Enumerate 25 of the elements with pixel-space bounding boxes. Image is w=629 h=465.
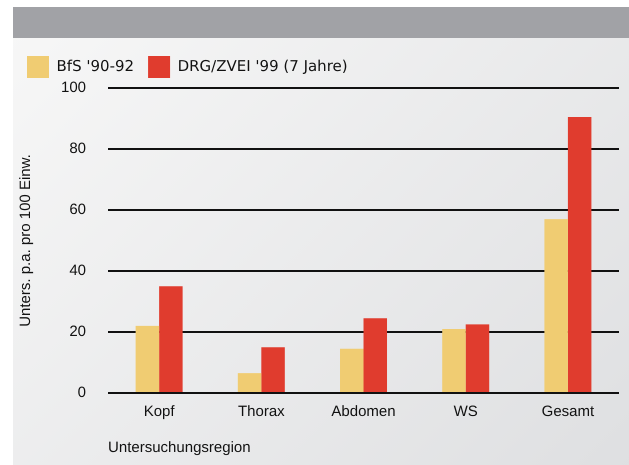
y-tick-label: 80 bbox=[69, 140, 86, 158]
y-tick-label: 0 bbox=[78, 384, 86, 402]
bar bbox=[238, 373, 262, 392]
bar bbox=[544, 219, 568, 392]
y-tick-label: 40 bbox=[69, 262, 86, 280]
legend-label: DRG/ZVEI '99 (7 Jahre) bbox=[178, 56, 348, 75]
y-tick-label: 60 bbox=[69, 201, 86, 218]
x-tick-label: WS bbox=[454, 403, 478, 420]
bar bbox=[261, 347, 285, 392]
y-tick-label: 20 bbox=[69, 323, 86, 340]
bar bbox=[442, 328, 466, 392]
x-tick-label: Kopf bbox=[144, 403, 176, 420]
bar bbox=[340, 348, 364, 392]
bar bbox=[568, 116, 592, 392]
y-axis-title: Unters. p.a. pro 100 Einw. bbox=[17, 154, 34, 327]
bar bbox=[136, 326, 160, 392]
legend-label: BfS '90-92 bbox=[56, 56, 134, 75]
bar bbox=[159, 286, 183, 392]
bar bbox=[364, 318, 388, 392]
x-tick-label: Abdomen bbox=[331, 403, 396, 420]
y-tick-label: 100 bbox=[60, 79, 86, 96]
x-tick-label: Thorax bbox=[238, 403, 286, 420]
x-axis-title: Untersuchungsregion bbox=[108, 439, 251, 456]
x-tick-label: Gesamt bbox=[542, 403, 595, 420]
bar bbox=[466, 324, 490, 392]
